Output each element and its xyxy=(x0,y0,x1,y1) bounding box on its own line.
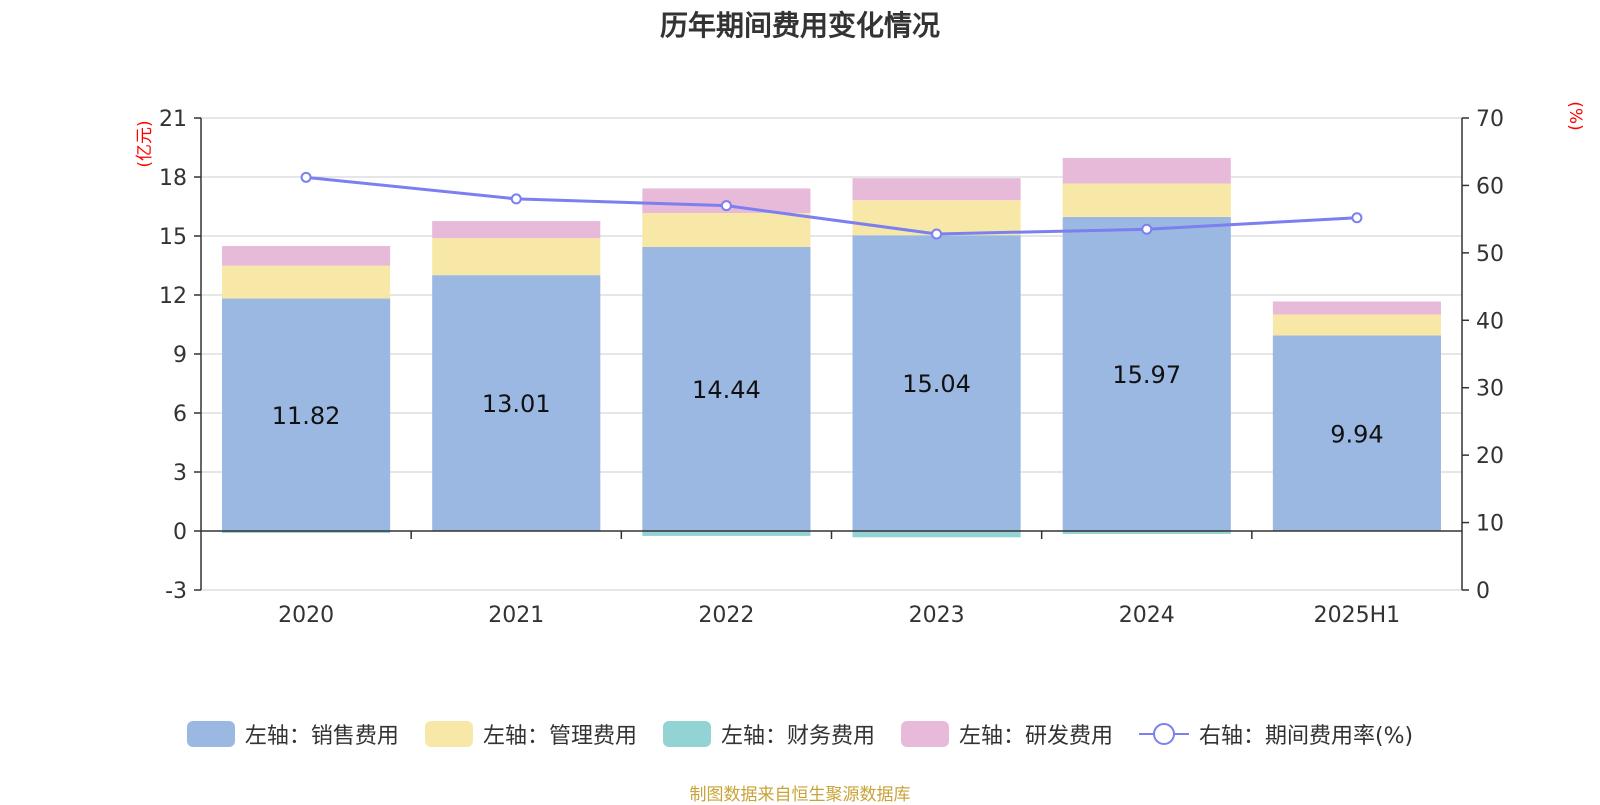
left-axis-tick-label: 21 xyxy=(159,107,187,132)
bar-admin xyxy=(1062,183,1231,217)
bar-finance xyxy=(222,531,391,533)
bar-sales xyxy=(1272,335,1441,531)
bar-admin xyxy=(432,238,601,276)
data-label-sales: 15.04 xyxy=(902,370,971,398)
legend-label-finance: 左轴：财务费用 xyxy=(720,724,875,749)
bar-rnd xyxy=(432,221,601,239)
legend-label-sales: 左轴：销售费用 xyxy=(244,724,399,749)
rate-line-point xyxy=(510,193,522,205)
left-axis-tick-label: 12 xyxy=(159,284,187,309)
bar-admin xyxy=(1272,314,1441,336)
data-labels: 11.82 13.01 14.44 15.04 15.97 9.94 xyxy=(272,361,1384,448)
chart-title: 历年期间费用变化情况 xyxy=(659,9,940,42)
x-axis-tick-label: 2022 xyxy=(698,603,754,628)
right-axis-tick-label: 50 xyxy=(1476,242,1504,267)
bar-rnd xyxy=(1272,301,1441,315)
legend-item-admin[interactable]: 左轴：管理费用 xyxy=(424,718,637,750)
data-label-sales: 14.44 xyxy=(692,376,761,404)
bar-admin xyxy=(222,265,391,299)
legend-swatch-finance xyxy=(662,721,711,747)
bar-sales xyxy=(432,275,601,531)
right-axis-tick-label: 20 xyxy=(1476,444,1504,469)
bar-finance xyxy=(852,531,1021,538)
source-note: 制图数据来自恒生聚源数据库 xyxy=(689,785,911,805)
left-axis-tick-label: 0 xyxy=(173,520,187,545)
bar-sales xyxy=(1062,216,1231,531)
right-axis-tick-label: 40 xyxy=(1476,309,1504,334)
rate-line-point xyxy=(300,171,312,183)
bars xyxy=(222,157,1441,538)
data-label-sales: 15.97 xyxy=(1112,361,1181,389)
rate-line xyxy=(300,171,1363,240)
right-axis-tick-label: 60 xyxy=(1476,174,1504,199)
legend-line-rate-icon xyxy=(1138,723,1189,745)
rate-line-point xyxy=(720,200,732,212)
rate-line-path xyxy=(305,175,1357,236)
bar-sales xyxy=(852,235,1021,532)
data-label-sales: 11.82 xyxy=(272,402,341,430)
left-axis-tick-label: 3 xyxy=(173,461,187,486)
left-axis-tick-label: 15 xyxy=(159,225,187,250)
left-axis-tick-label: -3 xyxy=(165,579,187,604)
axes: -3 0 3 6 9 12 15 18 21 0 10 20 30 40 50 60 70 2020 2021 202… xyxy=(135,101,1585,628)
bar-finance xyxy=(1062,531,1231,534)
left-axis-tick-label: 18 xyxy=(159,166,187,191)
data-label-sales: 13.01 xyxy=(482,390,551,418)
bar-sales xyxy=(222,298,391,531)
legend-label-rate: 右轴：期间费用率(%) xyxy=(1198,724,1414,749)
right-axis-tick-label: 0 xyxy=(1476,579,1490,604)
legend-swatch-rnd xyxy=(900,721,949,747)
legend: 左轴：销售费用 左轴：管理费用 左轴：财务费用 左轴：研发费用 右轴：期间费用率… xyxy=(0,718,1600,750)
bar-rnd xyxy=(852,178,1021,201)
bar-admin xyxy=(642,212,811,248)
rate-line-point xyxy=(1351,212,1363,224)
legend-item-rnd[interactable]: 左轴：研发费用 xyxy=(900,718,1113,750)
rate-line-point xyxy=(931,228,943,240)
legend-swatch-sales xyxy=(186,721,235,747)
bar-sales xyxy=(642,247,811,531)
left-axis-tick-label: 9 xyxy=(173,343,187,368)
x-axis-tick-label: 2020 xyxy=(278,603,334,628)
x-axis-tick-label: 2024 xyxy=(1119,603,1175,628)
bar-rnd xyxy=(1062,157,1231,184)
legend-item-sales[interactable]: 左轴：销售费用 xyxy=(186,718,399,750)
right-axis-tick-label: 30 xyxy=(1476,377,1504,402)
legend-label-admin: 左轴：管理费用 xyxy=(482,724,637,749)
legend-item-rate[interactable]: 右轴：期间费用率(%) xyxy=(1138,718,1414,750)
right-axis-tick-label: 70 xyxy=(1476,107,1504,132)
left-axis-unit-label: (亿元) xyxy=(135,120,155,167)
legend-item-finance[interactable]: 左轴：财务费用 xyxy=(662,718,875,750)
bar-finance xyxy=(642,531,811,536)
data-label-sales: 9.94 xyxy=(1330,420,1383,448)
x-axis-tick-label: 2025H1 xyxy=(1314,603,1401,628)
x-axis-tick-label: 2023 xyxy=(909,603,965,628)
legend-label-rnd: 左轴：研发费用 xyxy=(958,724,1113,749)
legend-swatch-admin xyxy=(424,721,473,747)
left-axis-tick-label: 6 xyxy=(173,402,187,427)
bar-rnd xyxy=(222,246,391,266)
right-axis-unit-label: (%) xyxy=(1565,101,1585,130)
right-axis-tick-label: 10 xyxy=(1476,512,1504,537)
rate-line-point xyxy=(1141,223,1153,235)
x-axis-tick-label: 2021 xyxy=(488,603,544,628)
